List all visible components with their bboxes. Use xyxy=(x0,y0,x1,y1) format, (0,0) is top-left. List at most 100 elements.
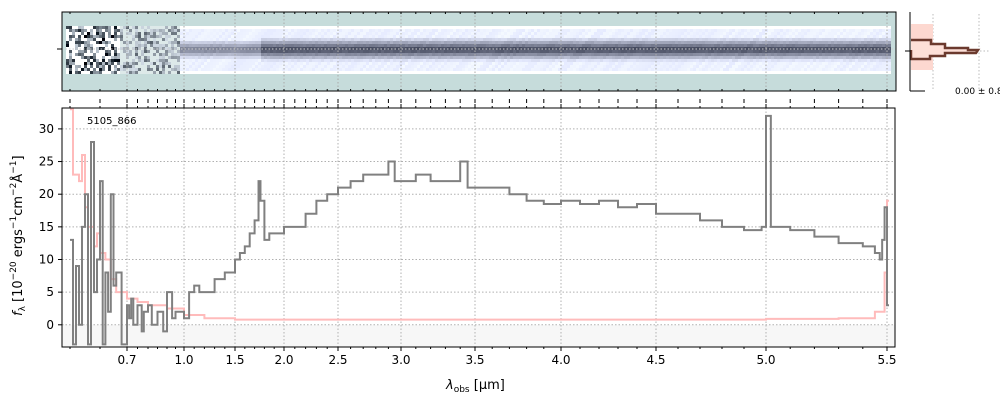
2d-pixel xyxy=(693,53,696,56)
2d-pixel xyxy=(555,71,558,74)
2d-pixel xyxy=(708,71,711,74)
2d-pixel xyxy=(429,56,432,59)
2d-pixel xyxy=(462,35,465,38)
2d-pixel xyxy=(453,44,456,47)
2d-pixel xyxy=(399,41,402,44)
2d-pixel xyxy=(417,38,420,41)
2d-pixel xyxy=(795,71,798,74)
2d-pixel xyxy=(147,56,150,59)
2d-pixel xyxy=(159,35,162,38)
2d-pixel xyxy=(339,32,342,35)
2d-pixel xyxy=(501,38,504,41)
2d-pixel xyxy=(705,50,708,53)
2d-pixel xyxy=(369,68,372,71)
2d-pixel xyxy=(114,59,117,62)
2d-pixel xyxy=(87,41,90,44)
2d-pixel xyxy=(351,26,354,29)
2d-pixel xyxy=(456,32,459,35)
2d-pixel xyxy=(108,41,111,44)
2d-pixel xyxy=(300,50,303,53)
2d-pixel xyxy=(564,71,567,74)
2d-pixel xyxy=(507,53,510,56)
2d-pixel xyxy=(807,32,810,35)
2d-pixel xyxy=(198,65,201,68)
2d-pixel xyxy=(252,53,255,56)
2d-pixel xyxy=(279,50,282,53)
2d-pixel xyxy=(459,71,462,74)
2d-pixel xyxy=(381,44,384,47)
2d-pixel xyxy=(186,35,189,38)
2d-pixel xyxy=(450,56,453,59)
2d-pixel xyxy=(816,50,819,53)
2d-pixel xyxy=(363,65,366,68)
2d-pixel xyxy=(111,38,114,41)
2d-pixel xyxy=(825,29,828,32)
2d-pixel xyxy=(192,44,195,47)
2d-pixel xyxy=(282,41,285,44)
2d-pixel xyxy=(249,65,252,68)
2d-pixel xyxy=(801,32,804,35)
2d-pixel xyxy=(297,44,300,47)
2d-pixel xyxy=(597,65,600,68)
2d-pixel xyxy=(351,71,354,74)
2d-pixel xyxy=(414,65,417,68)
2d-pixel xyxy=(201,29,204,32)
2d-pixel xyxy=(432,62,435,65)
2d-pixel xyxy=(531,53,534,56)
2d-pixel xyxy=(672,62,675,65)
2d-pixel xyxy=(867,35,870,38)
2d-pixel xyxy=(294,62,297,65)
2d-pixel xyxy=(459,35,462,38)
2d-pixel xyxy=(315,32,318,35)
2d-pixel xyxy=(147,53,150,56)
2d-pixel xyxy=(210,71,213,74)
2d-pixel xyxy=(102,65,105,68)
2d-pixel xyxy=(729,56,732,59)
2d-pixel xyxy=(693,26,696,29)
2d-pixel xyxy=(417,44,420,47)
2d-pixel xyxy=(762,41,765,44)
2d-pixel xyxy=(828,53,831,56)
2d-pixel xyxy=(384,59,387,62)
2d-pixel xyxy=(171,32,174,35)
2d-pixel xyxy=(108,29,111,32)
2d-pixel xyxy=(201,26,204,29)
2d-pixel xyxy=(870,68,873,71)
2d-pixel xyxy=(291,26,294,29)
2d-pixel xyxy=(237,50,240,53)
2d-pixel xyxy=(135,59,138,62)
2d-pixel xyxy=(312,56,315,59)
2d-pixel xyxy=(420,38,423,41)
2d-pixel xyxy=(870,56,873,59)
2d-pixel xyxy=(654,44,657,47)
2d-pixel xyxy=(507,29,510,32)
2d-pixel xyxy=(480,38,483,41)
2d-pixel xyxy=(552,32,555,35)
2d-pixel xyxy=(405,53,408,56)
2d-pixel xyxy=(75,50,78,53)
2d-pixel xyxy=(780,32,783,35)
2d-pixel xyxy=(585,53,588,56)
2d-pixel xyxy=(672,41,675,44)
2d-pixel xyxy=(291,47,294,50)
2d-pixel xyxy=(669,35,672,38)
2d-pixel xyxy=(783,44,786,47)
2d-pixel xyxy=(699,44,702,47)
2d-pixel xyxy=(513,50,516,53)
2d-pixel xyxy=(660,53,663,56)
2d-pixel xyxy=(252,56,255,59)
2d-pixel xyxy=(831,53,834,56)
2d-pixel xyxy=(309,59,312,62)
2d-pixel xyxy=(714,68,717,71)
2d-pixel xyxy=(870,53,873,56)
2d-pixel xyxy=(624,59,627,62)
2d-pixel xyxy=(309,29,312,32)
2d-pixel xyxy=(390,65,393,68)
2d-pixel xyxy=(72,41,75,44)
2d-pixel xyxy=(846,44,849,47)
2d-pixel xyxy=(111,35,114,38)
2d-pixel xyxy=(462,44,465,47)
2d-pixel xyxy=(771,53,774,56)
2d-pixel xyxy=(306,38,309,41)
2d-pixel xyxy=(468,35,471,38)
